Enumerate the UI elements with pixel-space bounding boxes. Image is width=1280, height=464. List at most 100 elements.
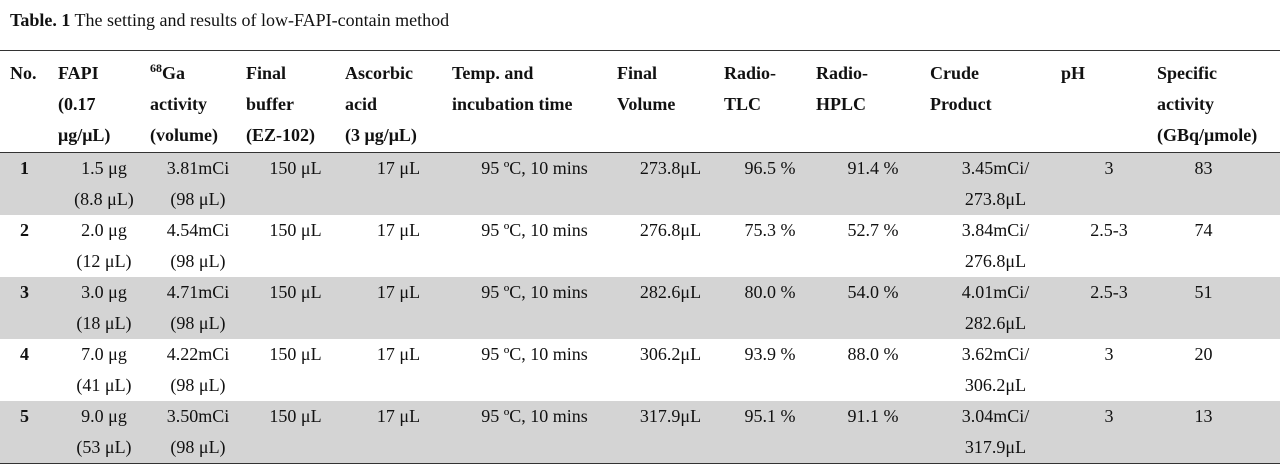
header-cell: Final buffer (EZ-102) bbox=[246, 50, 345, 153]
table-cell: 95 ºC, 10 mins bbox=[452, 277, 617, 339]
table-cell: 88.0 % bbox=[816, 339, 930, 401]
table-cell: 95.1 % bbox=[724, 401, 816, 464]
cell-line: 95 ºC, 10 mins bbox=[481, 220, 588, 240]
cell-line: 17 μL bbox=[376, 220, 421, 240]
table-cell: 2.5-3 bbox=[1061, 215, 1157, 277]
cell-line: 13 bbox=[1194, 406, 1213, 426]
table-cell: 3.0 μg (18 μL) bbox=[58, 277, 150, 339]
cell-line: 91.1 % bbox=[847, 406, 899, 426]
cell-line: 74 bbox=[1194, 220, 1213, 240]
cell-line: 3.0 μg bbox=[81, 282, 127, 302]
table-cell: 17 μL bbox=[345, 215, 452, 277]
table-body: 1 1.5 μg (8.8 μL) 3.81mCi (98 μL) 150 μL 17 μL… bbox=[0, 152, 1280, 464]
table-row: 1 1.5 μg (8.8 μL) 3.81mCi (98 μL) 150 μL 17 μL… bbox=[0, 152, 1280, 215]
header-line: HPLC bbox=[816, 94, 867, 114]
table-cell: 2.0 μg (12 μL) bbox=[58, 215, 150, 277]
table-cell: 93.9 % bbox=[724, 339, 816, 401]
header-line: Final bbox=[246, 63, 287, 83]
table-cell: 1.5 μg (8.8 μL) bbox=[58, 152, 150, 215]
table-cell: 17 μL bbox=[345, 401, 452, 464]
table-cell: 3 bbox=[0, 277, 58, 339]
cell-line: 306.2μL bbox=[964, 375, 1027, 395]
cell-line: 3 bbox=[1104, 158, 1114, 178]
cell-line: 3.50mCi bbox=[166, 406, 230, 426]
cell-line: (41 μL) bbox=[76, 375, 132, 395]
table-row: 3 3.0 μg (18 μL) 4.71mCi (98 μL) 150 μL 17 μL 9… bbox=[0, 277, 1280, 339]
table-cell: 4.54mCi (98 μL) bbox=[150, 215, 246, 277]
cell-line: 282.6μL bbox=[639, 282, 702, 302]
cell-line: 3.84mCi/ bbox=[961, 220, 1030, 240]
header-line: activity bbox=[150, 94, 207, 114]
cell-line: 4.22mCi bbox=[166, 344, 230, 364]
table-cell: 2.5-3 bbox=[1061, 277, 1157, 339]
cell-line: 95.1 % bbox=[744, 406, 796, 426]
cell-line: 306.2μL bbox=[639, 344, 702, 364]
header-line: (3 μg/μL) bbox=[345, 125, 417, 145]
cell-line: (98 μL) bbox=[170, 251, 226, 271]
cell-line: 95 ºC, 10 mins bbox=[481, 344, 588, 364]
cell-line: 54.0 % bbox=[847, 282, 899, 302]
header-line: (EZ-102) bbox=[246, 125, 315, 145]
header-line: Radio- bbox=[724, 63, 777, 83]
cell-line: 4 bbox=[20, 344, 29, 364]
header-line: Ascorbic bbox=[345, 63, 413, 83]
table-cell: 306.2μL bbox=[617, 339, 724, 401]
cell-line: (98 μL) bbox=[170, 313, 226, 333]
cell-line: 5 bbox=[20, 406, 29, 426]
cell-line: 4.71mCi bbox=[166, 282, 230, 302]
table-cell: 52.7 % bbox=[816, 215, 930, 277]
table-cell: 95 ºC, 10 mins bbox=[452, 339, 617, 401]
cell-line: (98 μL) bbox=[170, 437, 226, 457]
caption-text: The setting and results of low-FAPI-cont… bbox=[70, 10, 450, 30]
header-line: Temp. and bbox=[452, 63, 534, 83]
table-cell: 3.04mCi/317.9μL bbox=[930, 401, 1061, 464]
header-row: No. FAPI (0.17 μg/μL) 68Ga activity (volume) Fi… bbox=[0, 50, 1280, 153]
cell-line: 150 μL bbox=[269, 282, 322, 302]
table-cell: 95 ºC, 10 mins bbox=[452, 152, 617, 215]
table-cell: 282.6μL bbox=[617, 277, 724, 339]
cell-line: 282.6μL bbox=[964, 313, 1027, 333]
table-cell: 150 μL bbox=[246, 215, 345, 277]
header-cell: Radio- TLC bbox=[724, 50, 816, 153]
cell-line: 80.0 % bbox=[744, 282, 796, 302]
table-cell: 95 ºC, 10 mins bbox=[452, 215, 617, 277]
table-cell: 7.0 μg (41 μL) bbox=[58, 339, 150, 401]
header-line: TLC bbox=[724, 94, 762, 114]
cell-line: 95 ºC, 10 mins bbox=[481, 158, 588, 178]
table-cell: 83 bbox=[1157, 152, 1280, 215]
table-cell: 150 μL bbox=[246, 339, 345, 401]
table-cell: 17 μL bbox=[345, 277, 452, 339]
table-row: 2 2.0 μg (12 μL) 4.54mCi (98 μL) 150 μL 17 μL 9… bbox=[0, 215, 1280, 277]
header-line: Final bbox=[617, 63, 658, 83]
cell-line: 17 μL bbox=[376, 282, 421, 302]
header-line: Radio- bbox=[816, 63, 869, 83]
table-cell: 17 μL bbox=[345, 339, 452, 401]
header-line: acid bbox=[345, 94, 378, 114]
cell-line: 17 μL bbox=[376, 158, 421, 178]
header-line: No. bbox=[10, 63, 37, 83]
cell-line: 96.5 % bbox=[744, 158, 796, 178]
table-cell: 17 μL bbox=[345, 152, 452, 215]
cell-line: 4.54mCi bbox=[166, 220, 230, 240]
header-text: Ga bbox=[162, 63, 186, 83]
table-cell: 273.8μL bbox=[617, 152, 724, 215]
header-line: FAPI bbox=[58, 63, 99, 83]
cell-line: (12 μL) bbox=[76, 251, 132, 271]
cell-line: 4.01mCi/ bbox=[961, 282, 1030, 302]
cell-line: 3.04mCi/ bbox=[961, 406, 1030, 426]
cell-line: 52.7 % bbox=[847, 220, 899, 240]
table-cell: 80.0 % bbox=[724, 277, 816, 339]
cell-line: (53 μL) bbox=[76, 437, 132, 457]
cell-line: 51 bbox=[1194, 282, 1213, 302]
cell-line: 3.62mCi/ bbox=[961, 344, 1030, 364]
cell-line: 317.9μL bbox=[964, 437, 1027, 457]
cell-line: 3 bbox=[1104, 344, 1114, 364]
cell-line: 75.3 % bbox=[744, 220, 796, 240]
cell-line: 17 μL bbox=[376, 406, 421, 426]
header-line: μg/μL) bbox=[58, 125, 111, 145]
table-cell: 9.0 μg (53 μL) bbox=[58, 401, 150, 464]
header-line: activity bbox=[1157, 94, 1214, 114]
table-cell: 3 bbox=[1061, 152, 1157, 215]
cell-line: 273.8μL bbox=[964, 189, 1027, 209]
